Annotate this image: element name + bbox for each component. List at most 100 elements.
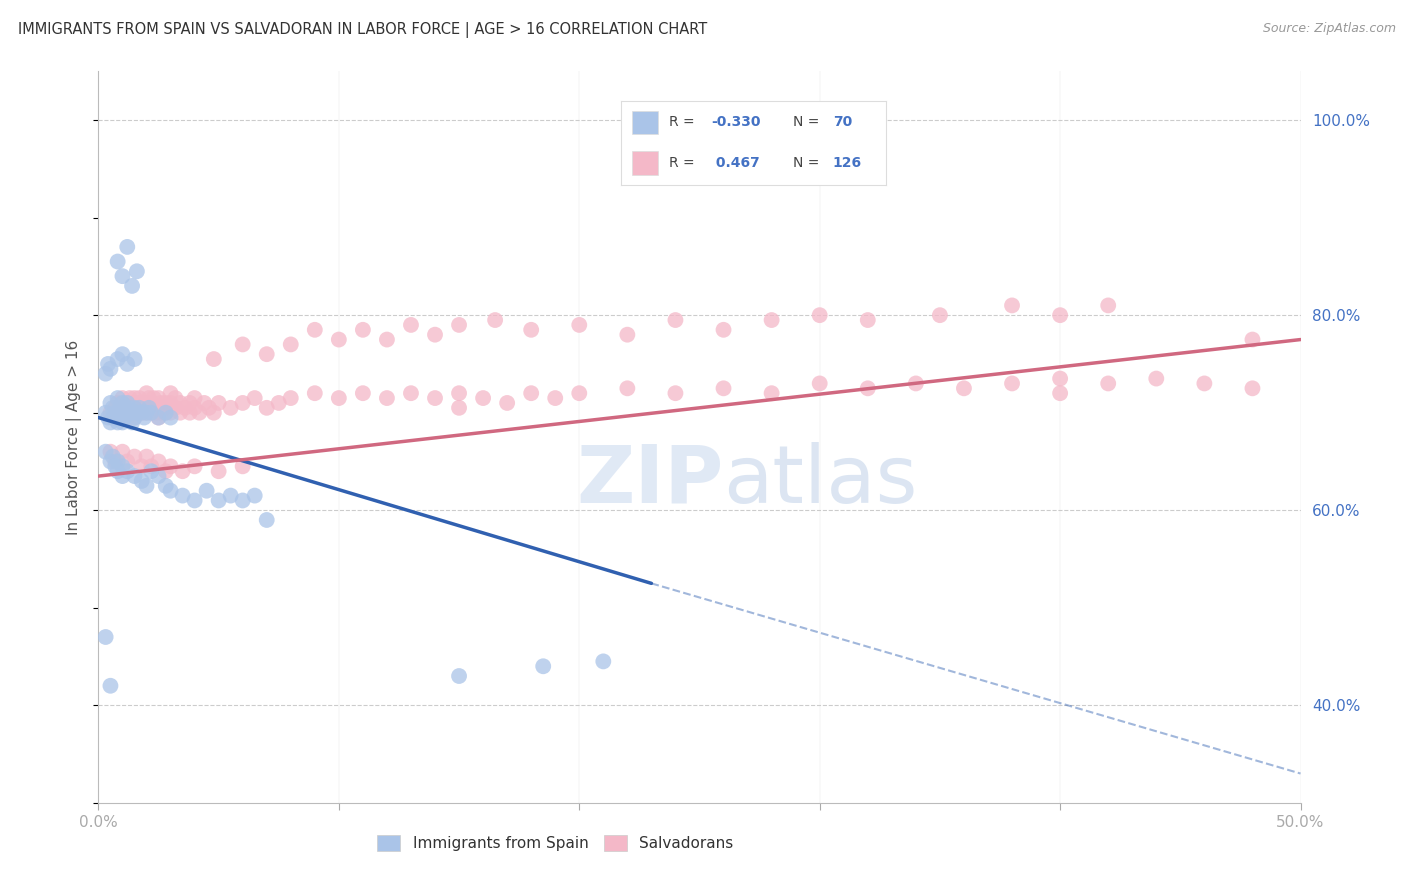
Point	[472, 391, 495, 405]
Point	[399, 318, 422, 332]
Point	[131, 406, 153, 420]
Point	[232, 459, 254, 474]
Point	[125, 406, 148, 420]
Point	[128, 391, 150, 405]
Point	[179, 396, 201, 410]
Y-axis label: In Labor Force | Age > 16: In Labor Force | Age > 16	[66, 340, 83, 534]
Point	[1144, 371, 1167, 385]
Point	[531, 659, 554, 673]
Point	[155, 464, 177, 478]
Point	[117, 464, 139, 478]
Bar	[631, 151, 658, 175]
Point	[928, 308, 950, 322]
Point	[125, 264, 148, 278]
Point	[568, 318, 591, 332]
Point	[101, 401, 124, 415]
Point	[107, 416, 129, 430]
Point	[104, 459, 127, 474]
Point	[117, 396, 139, 410]
Point	[904, 376, 927, 391]
Point	[100, 679, 122, 693]
Point	[953, 381, 976, 395]
Point	[124, 469, 146, 483]
Point	[107, 352, 129, 367]
Point	[148, 401, 170, 415]
Point	[188, 406, 211, 420]
Point	[155, 406, 177, 420]
Point	[219, 489, 242, 503]
Point	[808, 376, 831, 391]
Point	[100, 396, 122, 410]
Point	[713, 323, 735, 337]
Point	[111, 459, 134, 474]
Point	[179, 406, 201, 420]
Point	[101, 410, 124, 425]
Point	[664, 386, 686, 401]
Point	[256, 513, 278, 527]
Point	[124, 391, 146, 405]
Point	[138, 391, 160, 405]
Point	[375, 391, 398, 405]
Point	[107, 396, 129, 410]
Point	[232, 493, 254, 508]
Point	[616, 327, 638, 342]
Point	[117, 357, 139, 371]
Point	[100, 454, 122, 468]
Point	[124, 410, 146, 425]
Point	[202, 406, 225, 420]
Point	[304, 386, 326, 401]
Point	[616, 381, 638, 395]
Point	[100, 361, 122, 376]
Point	[131, 396, 153, 410]
Point	[1001, 376, 1024, 391]
Point	[128, 401, 150, 415]
Point	[157, 401, 180, 415]
Point	[101, 450, 124, 464]
Point	[1097, 376, 1119, 391]
Point	[141, 464, 163, 478]
Point	[195, 483, 218, 498]
Text: 70: 70	[832, 115, 852, 129]
Point	[121, 416, 143, 430]
Point	[138, 401, 160, 415]
Point	[159, 406, 181, 420]
Point	[165, 391, 187, 405]
Point	[484, 313, 506, 327]
Point	[111, 416, 134, 430]
Point	[107, 391, 129, 405]
Point	[104, 401, 127, 415]
Point	[198, 401, 221, 415]
Point	[256, 401, 278, 415]
Point	[761, 313, 783, 327]
Point	[135, 396, 157, 410]
Text: R =: R =	[669, 156, 699, 169]
Point	[280, 337, 302, 351]
Point	[447, 401, 470, 415]
Point	[856, 313, 879, 327]
Point	[155, 406, 177, 420]
Point	[447, 386, 470, 401]
Point	[148, 410, 170, 425]
Point	[111, 391, 134, 405]
Point	[118, 401, 141, 415]
Point	[208, 464, 231, 478]
Point	[172, 489, 194, 503]
Point	[124, 410, 146, 425]
Point	[108, 410, 131, 425]
Point	[165, 401, 187, 415]
Point	[111, 469, 134, 483]
Point	[267, 396, 290, 410]
Point	[159, 396, 181, 410]
Point	[243, 391, 266, 405]
Point	[121, 279, 143, 293]
Point	[375, 333, 398, 347]
Point	[117, 396, 139, 410]
Point	[107, 464, 129, 478]
Point	[544, 391, 567, 405]
Point	[128, 401, 150, 415]
Point	[107, 454, 129, 468]
Point	[121, 406, 143, 420]
Point	[183, 493, 205, 508]
Point	[131, 474, 153, 488]
Point	[117, 240, 139, 254]
